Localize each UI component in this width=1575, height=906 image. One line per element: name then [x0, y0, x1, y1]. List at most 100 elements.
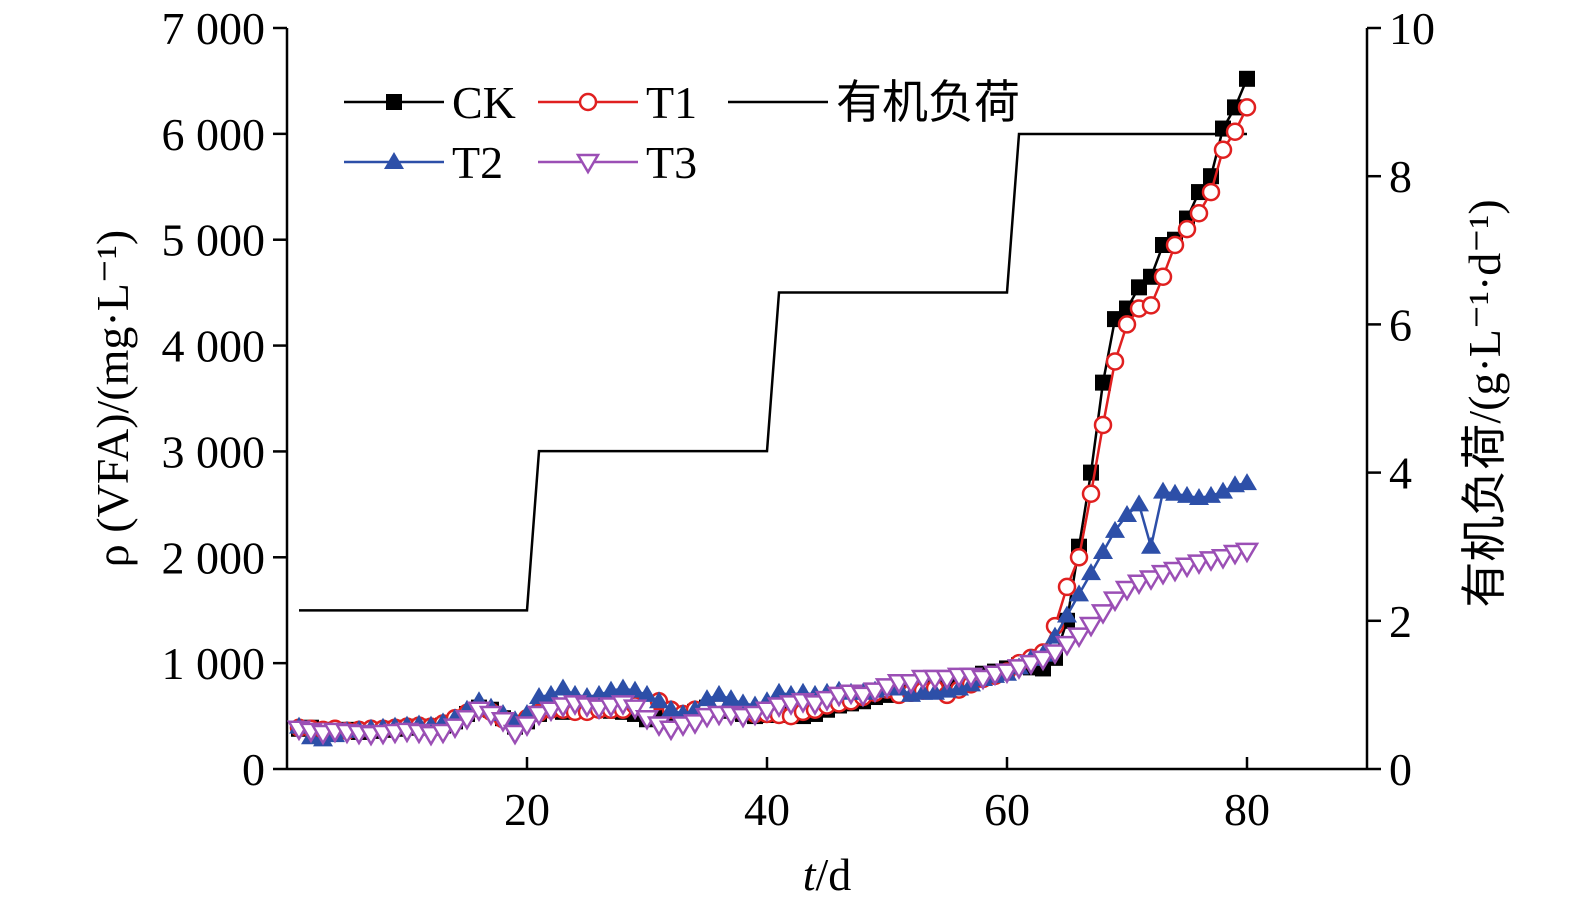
series-line: [299, 132, 1247, 612]
data-point: [1138, 570, 1164, 591]
data-point: [682, 714, 708, 735]
data-point: [526, 705, 552, 727]
data-point: [1093, 415, 1113, 435]
data-point: [1153, 481, 1173, 499]
data-point: [1102, 591, 1128, 613]
data-point: [1177, 219, 1197, 239]
data-point: [994, 663, 1020, 685]
data-point: [442, 718, 468, 740]
data-point: [1095, 374, 1111, 391]
data-point: [709, 684, 729, 702]
data-point: [1117, 504, 1137, 522]
data-point: [1030, 650, 1056, 672]
legend-marker: [386, 94, 402, 110]
data-point: [1189, 204, 1209, 223]
legend-label: CK: [452, 77, 516, 128]
data-point: [802, 695, 828, 716]
y-right-tick-label: 0: [1389, 744, 1412, 795]
x-tick-label: 40: [744, 784, 790, 835]
y-left-tick-label: 6 000: [162, 109, 266, 160]
data-point: [1057, 605, 1077, 623]
data-point: [1213, 140, 1233, 159]
legend-label: 有机负荷: [836, 77, 1020, 128]
data-point: [502, 724, 528, 746]
data-point: [430, 723, 456, 745]
y-right-tick-label: 10: [1389, 3, 1435, 54]
series-layer: [286, 70, 1260, 747]
series-t1: [289, 98, 1257, 741]
y-right-tick-label: 2: [1389, 596, 1412, 647]
data-point: [553, 678, 573, 696]
data-point: [1105, 520, 1125, 538]
data-point: [661, 699, 681, 717]
data-point: [1165, 483, 1185, 501]
data-point: [1057, 577, 1077, 597]
legend-item: CK: [344, 77, 516, 128]
data-point: [1177, 485, 1197, 503]
data-point: [1006, 659, 1032, 680]
data-point: [754, 701, 780, 723]
data-point: [637, 684, 657, 702]
legend-item: T2: [344, 137, 503, 188]
axes: 0 1 000 2 000 3 000 4 000 5 000 6 000 7 000 0 2 4 6…: [162, 3, 1436, 835]
y-left-tick-label: 5 000: [162, 215, 266, 266]
data-point: [874, 678, 900, 699]
y-left-tick-label: 2 000: [162, 532, 266, 583]
data-point: [1162, 561, 1188, 583]
x-tick-label: 60: [984, 784, 1030, 835]
data-point: [514, 716, 540, 738]
legend-marker: [575, 153, 601, 175]
series-line: [298, 78, 1249, 734]
data-point: [1237, 98, 1257, 117]
legend-marker: [384, 152, 404, 169]
data-point: [1078, 616, 1104, 638]
data-point: [454, 709, 480, 731]
data-point: [1081, 563, 1101, 581]
y-left-tick-label: 0: [242, 744, 265, 795]
data-point: [625, 680, 645, 698]
y-left-axis-title: ρ (VFA)/(mg·L⁻¹): [87, 230, 138, 567]
data-point: [898, 673, 924, 695]
series-organic-load: [299, 132, 1247, 612]
x-tick-label: 80: [1224, 784, 1270, 835]
data-point: [1237, 473, 1257, 491]
data-point: [1069, 584, 1089, 602]
data-point: [1129, 494, 1149, 512]
data-point: [1126, 574, 1152, 596]
legend-label: T3: [646, 137, 697, 188]
data-point: [658, 720, 684, 742]
data-point: [1018, 654, 1044, 676]
data-point: [1081, 484, 1101, 504]
data-point: [490, 712, 516, 733]
legend-item: T1: [538, 77, 697, 128]
y-left-tick-label: 4 000: [162, 321, 266, 372]
data-point: [1054, 635, 1080, 657]
data-point: [1141, 296, 1161, 315]
data-point: [1210, 549, 1236, 570]
data-point: [1141, 536, 1161, 554]
data-point: [1213, 481, 1233, 499]
data-point: [1225, 122, 1245, 141]
data-point: [649, 691, 669, 709]
y-left-tick-label: 3 000: [162, 426, 266, 477]
data-point: [1117, 315, 1137, 334]
data-point: [1114, 580, 1140, 602]
data-point: [814, 690, 840, 712]
data-point: [970, 669, 996, 691]
y-left-tick-label: 1 000: [162, 638, 266, 689]
data-point: [622, 699, 648, 721]
data-point: [1239, 70, 1255, 87]
data-point: [850, 686, 876, 708]
x-axis-title: t/d: [803, 849, 852, 900]
x-axis-variable: t: [803, 849, 817, 900]
y-right-tick-label: 6: [1389, 299, 1412, 350]
data-point: [1090, 604, 1116, 625]
legend-label: T2: [452, 137, 503, 188]
data-point: [1042, 644, 1068, 666]
data-point: [1165, 235, 1185, 255]
legend: CK T1 有机负荷 T2 T3: [344, 77, 1020, 188]
data-point: [613, 678, 633, 696]
y-right-tick-label: 8: [1389, 151, 1412, 202]
y-right-tick-label: 4: [1389, 448, 1412, 499]
